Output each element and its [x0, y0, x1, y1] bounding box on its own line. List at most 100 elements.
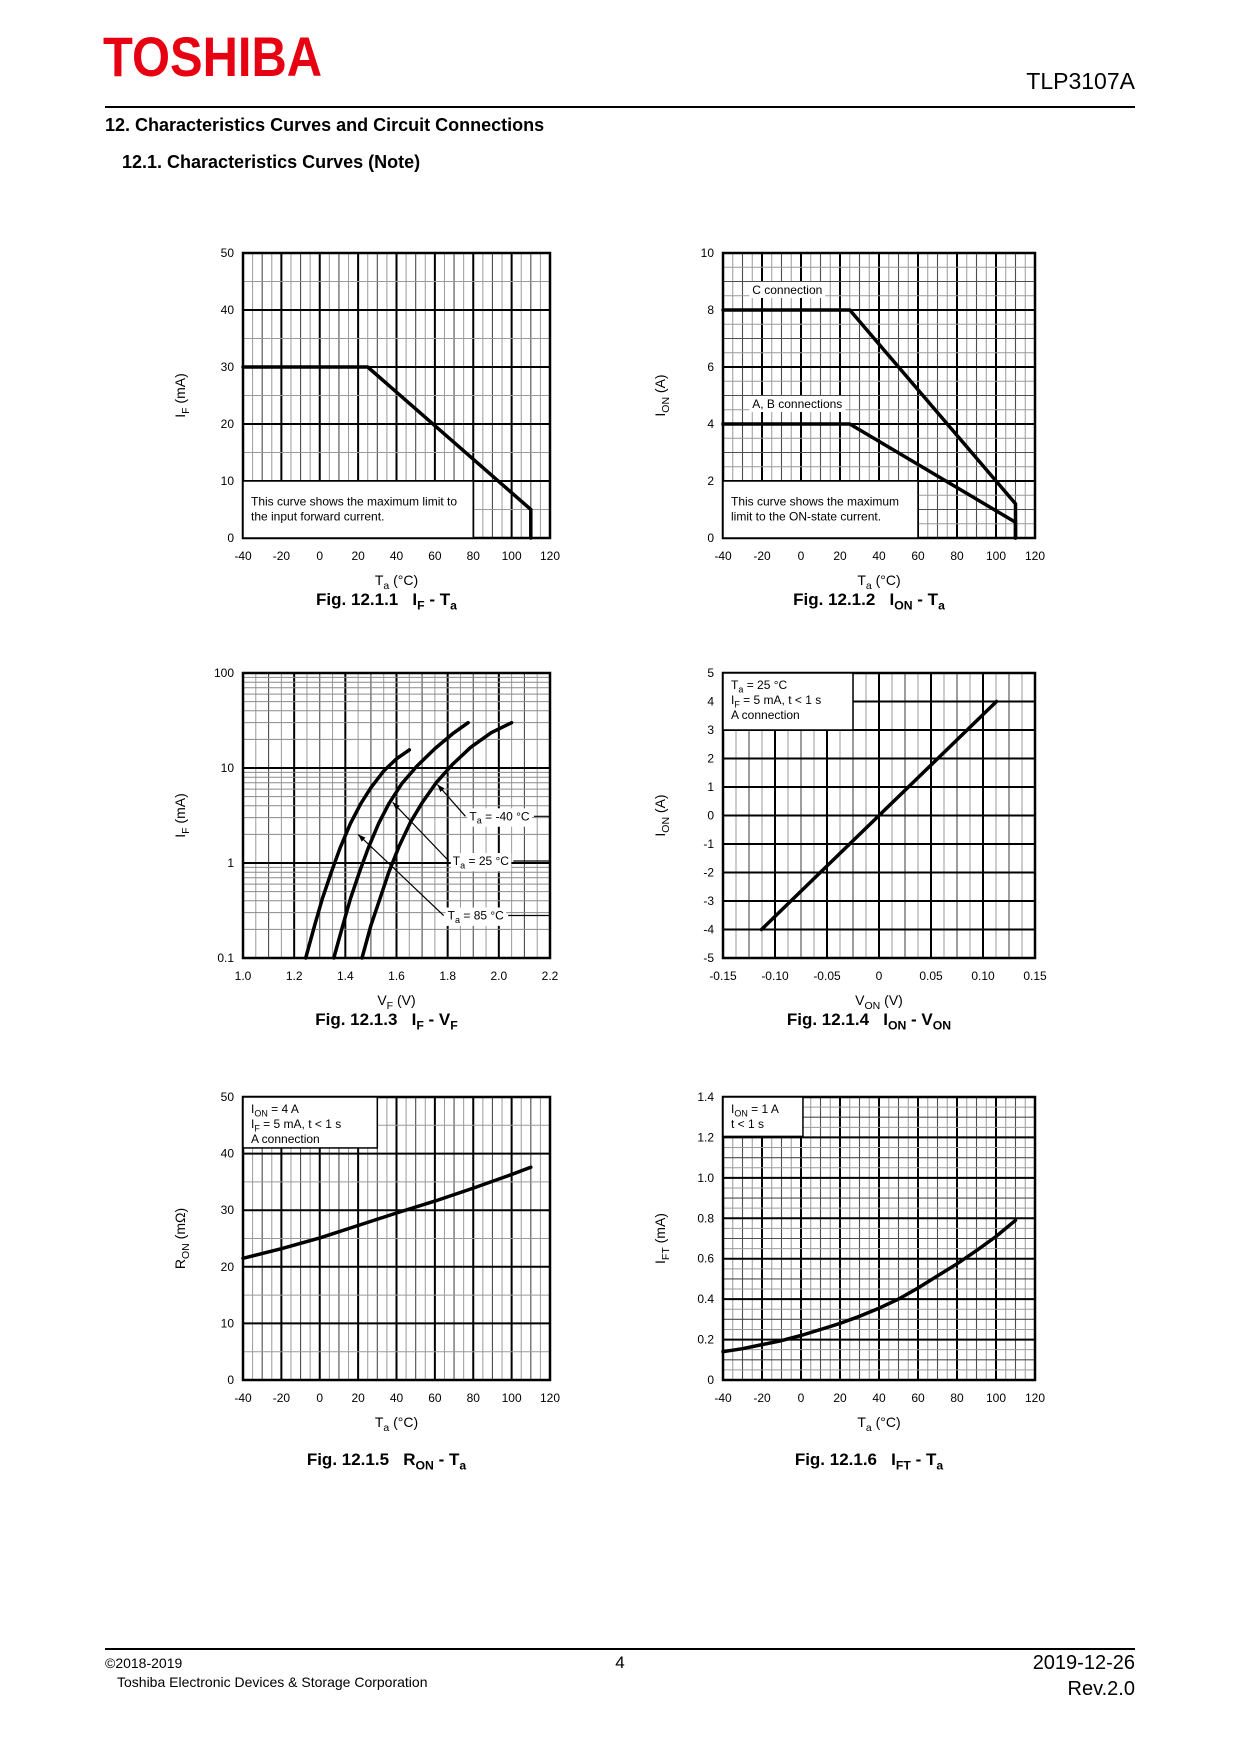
toshiba-logo: TOSHIBA [103, 25, 323, 88]
svg-text:This curve shows the maximum: This curve shows the maximum limit to [251, 495, 457, 509]
svg-text:40: 40 [221, 303, 235, 317]
svg-text:60: 60 [428, 1391, 442, 1405]
svg-text:1.0: 1.0 [235, 969, 252, 983]
svg-text:80: 80 [467, 549, 481, 563]
svg-text:1: 1 [707, 780, 714, 794]
svg-text:Ta (°C): Ta (°C) [857, 1414, 900, 1434]
svg-text:the input forward current.: the input forward current. [251, 510, 384, 524]
svg-text:Ta = 85 °C: Ta = 85 °C [448, 909, 505, 925]
svg-text:RON (mΩ): RON (mΩ) [172, 1208, 192, 1269]
svg-text:-40: -40 [234, 549, 252, 563]
svg-text:0: 0 [316, 549, 323, 563]
svg-text:10: 10 [221, 474, 235, 488]
footer-divider [105, 1648, 1135, 1650]
svg-text:2.0: 2.0 [490, 969, 507, 983]
svg-text:50: 50 [221, 246, 235, 260]
svg-text:20: 20 [351, 549, 365, 563]
svg-text:0.8: 0.8 [697, 1211, 714, 1225]
svg-text:100: 100 [502, 549, 522, 563]
svg-text:0: 0 [227, 531, 234, 545]
chart-if-vs-ta: This curve shows the maximum limit tothe… [172, 246, 560, 592]
svg-text:1.4: 1.4 [337, 969, 354, 983]
svg-text:-0.15: -0.15 [709, 969, 737, 983]
svg-text:t < 1 s: t < 1 s [731, 1117, 764, 1131]
figure-caption-4: Fig. 12.1.4 ION - VON [786, 1010, 952, 1033]
svg-text:60: 60 [911, 549, 925, 563]
svg-text:0.1: 0.1 [217, 951, 234, 965]
svg-text:IFT (mA): IFT (mA) [652, 1213, 672, 1264]
revision-date: 2019-12-26 [1032, 1652, 1135, 1674]
svg-text:1.2: 1.2 [286, 969, 303, 983]
svg-text:1.6: 1.6 [388, 969, 405, 983]
svg-text:20: 20 [221, 1260, 235, 1274]
footer-copyright: ©2018-2019 Toshiba Electronic Devices & … [105, 1654, 428, 1692]
svg-text:6: 6 [707, 360, 714, 374]
svg-text:1.8: 1.8 [439, 969, 456, 983]
svg-text:0: 0 [798, 1391, 805, 1405]
svg-text:60: 60 [911, 1391, 925, 1405]
svg-text:-40: -40 [714, 1391, 732, 1405]
svg-text:8: 8 [707, 303, 714, 317]
svg-text:0.2: 0.2 [697, 1333, 714, 1347]
svg-text:120: 120 [1025, 549, 1045, 563]
svg-text:60: 60 [428, 549, 442, 563]
svg-text:2.2: 2.2 [542, 969, 559, 983]
svg-text:ION (A): ION (A) [652, 374, 672, 416]
svg-text:120: 120 [1025, 1391, 1045, 1405]
figure-caption-1: Fig. 12.1.1 IF - Ta [316, 590, 457, 613]
svg-text:1.0: 1.0 [697, 1171, 714, 1185]
svg-text:0.15: 0.15 [1023, 969, 1047, 983]
svg-text:-3: -3 [703, 894, 714, 908]
svg-text:50: 50 [221, 1090, 235, 1104]
svg-text:-0.10: -0.10 [761, 969, 789, 983]
svg-text:-20: -20 [753, 1391, 771, 1405]
svg-text:5: 5 [707, 666, 714, 680]
svg-text:4: 4 [707, 417, 714, 431]
svg-text:ION (A): ION (A) [652, 794, 672, 836]
page-number: 4 [615, 1653, 625, 1672]
svg-text:40: 40 [390, 1391, 404, 1405]
svg-text:0: 0 [316, 1391, 323, 1405]
svg-text:30: 30 [221, 1203, 235, 1217]
svg-text:A connection: A connection [731, 708, 800, 722]
svg-text:IF = 5 mA, t < 1 s: IF = 5 mA, t < 1 s [251, 1117, 341, 1133]
svg-text:40: 40 [872, 1391, 886, 1405]
svg-text:ION = 1 A: ION = 1 A [731, 1102, 779, 1118]
svg-text:IF (mA): IF (mA) [172, 373, 192, 418]
svg-text:2: 2 [707, 474, 714, 488]
svg-text:-40: -40 [234, 1391, 252, 1405]
header-divider [105, 106, 1135, 108]
svg-text:-20: -20 [273, 549, 291, 563]
svg-text:0: 0 [798, 549, 805, 563]
svg-text:20: 20 [833, 1391, 847, 1405]
svg-text:A connection: A connection [251, 1132, 320, 1146]
copyright-years: ©2018-2019 [105, 1655, 183, 1671]
svg-text:80: 80 [467, 1391, 481, 1405]
svg-text:0: 0 [707, 531, 714, 545]
svg-text:4: 4 [707, 695, 714, 709]
svg-text:ION = 4 A: ION = 4 A [251, 1102, 299, 1118]
svg-text:20: 20 [221, 417, 235, 431]
svg-text:100: 100 [502, 1391, 522, 1405]
svg-text:0.05: 0.05 [919, 969, 943, 983]
figure-caption-5: Fig. 12.1.5 RON - Ta [306, 1450, 467, 1473]
svg-text:Ta (°C): Ta (°C) [857, 572, 900, 592]
svg-text:120: 120 [540, 549, 560, 563]
svg-text:IF = 5 mA, t < 1 s: IF = 5 mA, t < 1 s [731, 693, 821, 709]
svg-text:IF (mA): IF (mA) [172, 793, 192, 838]
part-number: TLP3107A [1026, 68, 1135, 94]
svg-text:20: 20 [351, 1391, 365, 1405]
svg-text:120: 120 [540, 1391, 560, 1405]
svg-text:80: 80 [950, 549, 964, 563]
figure-caption-6: Fig. 12.1.6 IFT - Ta [794, 1450, 944, 1473]
section-title: 12. Characteristics Curves and Circuit C… [105, 115, 545, 135]
svg-text:100: 100 [214, 666, 234, 680]
chart-ion-vs-von: Ta = 25 °CIF = 5 mA, t < 1 sA connection… [652, 666, 1047, 1012]
svg-text:Ta (°C): Ta (°C) [375, 572, 418, 592]
figure-caption-2: Fig. 12.1.2 ION - Ta [793, 590, 945, 613]
company-name: Toshiba Electronic Devices & Storage Cor… [117, 1674, 428, 1690]
svg-text:1.2: 1.2 [697, 1130, 714, 1144]
svg-text:This curve shows the maximum: This curve shows the maximum [731, 495, 899, 509]
